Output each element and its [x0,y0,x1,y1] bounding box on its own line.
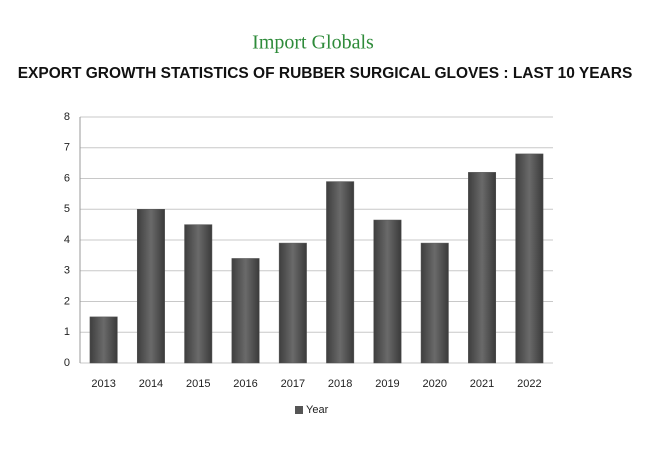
x-tick-label: 2021 [470,378,494,390]
y-tick-label: 6 [64,172,70,184]
legend-label: Year [306,404,329,416]
y-tick-label: 3 [64,265,70,277]
x-tick-label: 2017 [281,378,305,390]
x-tick-label: 2016 [233,378,257,390]
bar [468,172,497,364]
y-tick-label: 2 [64,295,70,307]
y-tick-label: 7 [64,142,70,154]
x-tick-label: 2020 [423,378,447,390]
bar [515,153,544,364]
y-tick-label: 4 [64,234,70,246]
y-tick-label: 8 [64,111,70,123]
bar [420,242,449,364]
x-tick-label: 2022 [517,378,541,390]
y-tick-label: 0 [64,357,70,369]
y-tick-label: 5 [64,203,70,215]
chart-title: EXPORT GROWTH STATISTICS OF RUBBER SURGI… [18,65,633,82]
bar [278,242,307,364]
logo: Import Globals [252,32,374,54]
y-tick-label: 1 [64,326,70,338]
x-tick-label: 2019 [375,378,399,390]
legend-swatch [295,406,303,414]
bar [184,224,213,364]
x-tick-label: 2018 [328,378,352,390]
x-tick-label: 2015 [186,378,210,390]
x-tick-label: 2013 [91,378,115,390]
bar [373,219,402,364]
bar [326,181,355,364]
bar [231,258,260,364]
bar [136,209,165,364]
bar [89,316,118,364]
x-tick-label: 2014 [139,378,163,390]
